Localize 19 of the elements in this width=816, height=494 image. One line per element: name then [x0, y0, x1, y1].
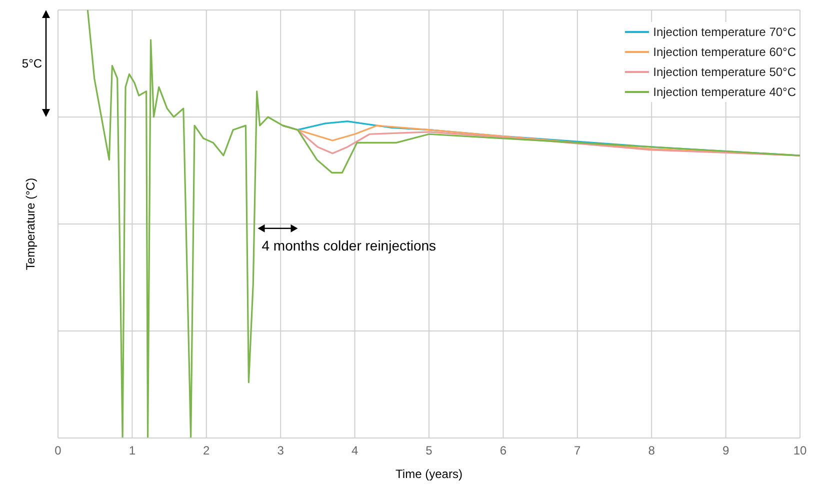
annotation: 4 months colder reinjections	[262, 237, 436, 254]
legend-label: Injection temperature 50°C	[653, 64, 796, 81]
x-tick-label: 7	[574, 444, 582, 458]
x-tick-label: 3	[277, 444, 284, 458]
x-tick-label: 4	[351, 444, 358, 458]
x-tick-label: 1	[128, 444, 136, 458]
legend-label: Injection temperature 70°C	[653, 24, 796, 41]
x-axis-title: Time (years)	[396, 467, 462, 481]
legend-label: Injection temperature 40°C	[653, 84, 796, 101]
x-tick-label: 5	[426, 444, 433, 458]
x-tick-label: 10	[793, 444, 807, 458]
x-tick-label: 0	[54, 444, 62, 458]
x-tick-label: 8	[648, 444, 656, 458]
y-axis-title: Temperature (°C)	[23, 178, 38, 270]
x-tick-label: 9	[722, 444, 730, 458]
text: 5°C	[22, 56, 42, 70]
x-tick-label: 2	[203, 444, 210, 458]
x-tick-label: 6	[500, 444, 507, 458]
legend-label: Injection temperature 60°C	[653, 44, 796, 61]
